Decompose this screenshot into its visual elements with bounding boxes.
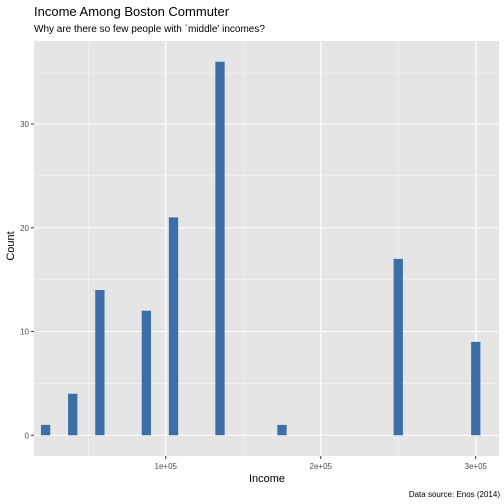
y-axis-ticks: 0 10 20 30	[20, 120, 34, 440]
histogram-bar	[169, 217, 178, 435]
x-tick-label: 2e+05	[310, 462, 333, 471]
x-axis-ticks: 1e+05 2e+05 3e+05	[155, 456, 488, 471]
x-tick-label: 1e+05	[155, 462, 178, 471]
chart-title: Income Among Boston Commuter	[34, 4, 230, 19]
histogram-bar	[215, 62, 224, 436]
histogram-bar	[471, 342, 480, 435]
y-tick-label: 20	[20, 224, 29, 233]
chart-subtitle: Why are there so few people with `middle…	[34, 23, 265, 35]
x-tick-label: 3e+05	[465, 462, 488, 471]
x-axis-title: Income	[249, 473, 285, 485]
histogram-bar	[394, 259, 403, 435]
y-tick-label: 0	[25, 431, 30, 440]
histogram-bar	[142, 311, 151, 436]
y-axis-title: Count	[5, 231, 17, 260]
histogram-bar	[95, 290, 104, 435]
histogram-bar	[41, 425, 50, 435]
y-tick-label: 10	[20, 328, 29, 337]
y-tick-label: 30	[20, 120, 29, 129]
histogram-bar	[68, 394, 77, 436]
histogram-bar	[277, 425, 286, 435]
chart-caption: Data source: Enos (2014)	[409, 490, 500, 499]
